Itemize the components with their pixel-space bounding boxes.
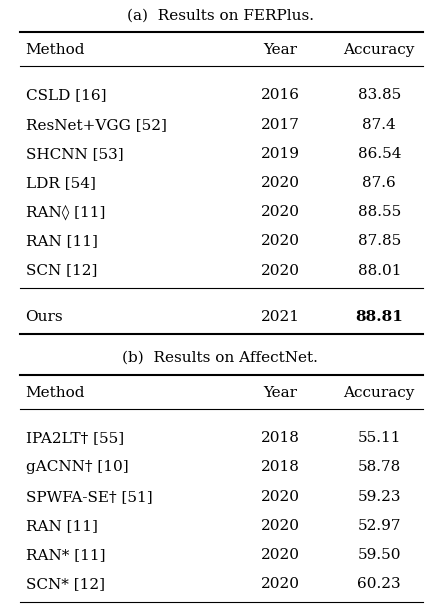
Text: SCN [12]: SCN [12] [26, 264, 97, 278]
Text: 2020: 2020 [261, 577, 300, 591]
Text: 55.11: 55.11 [358, 431, 401, 445]
Text: Year: Year [264, 386, 298, 400]
Text: CSLD [16]: CSLD [16] [26, 88, 106, 102]
Text: gACNN† [10]: gACNN† [10] [26, 461, 128, 475]
Text: 88.55: 88.55 [358, 205, 401, 219]
Text: 59.50: 59.50 [358, 548, 401, 562]
Text: 2020: 2020 [261, 490, 300, 504]
Text: RAN◊ [11]: RAN◊ [11] [26, 204, 105, 220]
Text: 2020: 2020 [261, 548, 300, 562]
Text: 2017: 2017 [261, 118, 300, 132]
Text: RAN [11]: RAN [11] [26, 234, 97, 248]
Text: 2016: 2016 [261, 88, 300, 102]
Text: 2020: 2020 [261, 205, 300, 219]
Text: SCN* [12]: SCN* [12] [26, 577, 105, 591]
Text: Method: Method [26, 386, 85, 400]
Text: RAN* [11]: RAN* [11] [26, 548, 105, 562]
Text: Ours: Ours [26, 310, 63, 324]
Text: 2018: 2018 [261, 431, 300, 445]
Text: (b)  Results on AffectNet.: (b) Results on AffectNet. [122, 351, 318, 365]
Text: 52.97: 52.97 [358, 519, 401, 533]
Text: Accuracy: Accuracy [344, 43, 415, 57]
Text: 2020: 2020 [261, 176, 300, 190]
Text: 2018: 2018 [261, 461, 300, 475]
Text: 59.23: 59.23 [358, 490, 401, 504]
Text: 58.78: 58.78 [358, 461, 401, 475]
Text: 87.4: 87.4 [363, 118, 396, 132]
Text: Method: Method [26, 43, 85, 57]
Text: Accuracy: Accuracy [344, 386, 415, 400]
Text: 2020: 2020 [261, 234, 300, 248]
Text: LDR [54]: LDR [54] [26, 176, 95, 190]
Text: 2020: 2020 [261, 519, 300, 533]
Text: SPWFA-SE† [51]: SPWFA-SE† [51] [26, 490, 152, 504]
Text: 88.81: 88.81 [356, 310, 403, 324]
Text: 60.23: 60.23 [357, 577, 401, 591]
Text: 83.85: 83.85 [358, 88, 401, 102]
Text: RAN [11]: RAN [11] [26, 519, 97, 533]
Text: IPA2LT† [55]: IPA2LT† [55] [26, 431, 124, 445]
Text: 2021: 2021 [261, 310, 300, 324]
Text: (a)  Results on FERPlus.: (a) Results on FERPlus. [127, 9, 313, 22]
Text: Year: Year [264, 43, 298, 57]
Text: 87.6: 87.6 [363, 176, 396, 190]
Text: 86.54: 86.54 [358, 147, 401, 161]
Text: 88.01: 88.01 [358, 264, 401, 278]
Text: 2019: 2019 [261, 147, 300, 161]
Text: ResNet+VGG [52]: ResNet+VGG [52] [26, 118, 166, 132]
Text: SHCNN [53]: SHCNN [53] [26, 147, 123, 161]
Text: 2020: 2020 [261, 264, 300, 278]
Text: 87.85: 87.85 [358, 234, 401, 248]
